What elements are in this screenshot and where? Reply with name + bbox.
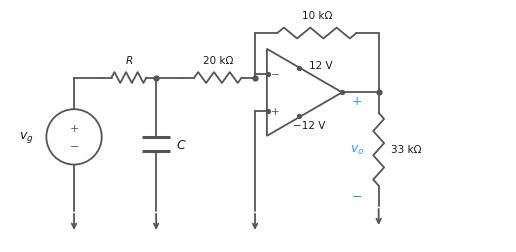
Text: −: − [271, 70, 280, 80]
Text: +: + [69, 123, 79, 134]
Text: −12 V: −12 V [293, 120, 325, 131]
Text: $v_o$: $v_o$ [350, 143, 364, 156]
Text: C: C [177, 138, 186, 151]
Text: 33 kΩ: 33 kΩ [391, 145, 421, 155]
Text: +: + [271, 106, 280, 116]
Text: 10 kΩ: 10 kΩ [302, 11, 332, 21]
Text: +: + [351, 94, 362, 107]
Text: −: − [69, 141, 79, 151]
Text: R: R [125, 55, 133, 66]
Text: 12 V: 12 V [310, 61, 333, 71]
Text: 20 kΩ: 20 kΩ [203, 55, 233, 66]
Text: −: − [351, 190, 362, 203]
Text: $v_g$: $v_g$ [19, 130, 34, 145]
